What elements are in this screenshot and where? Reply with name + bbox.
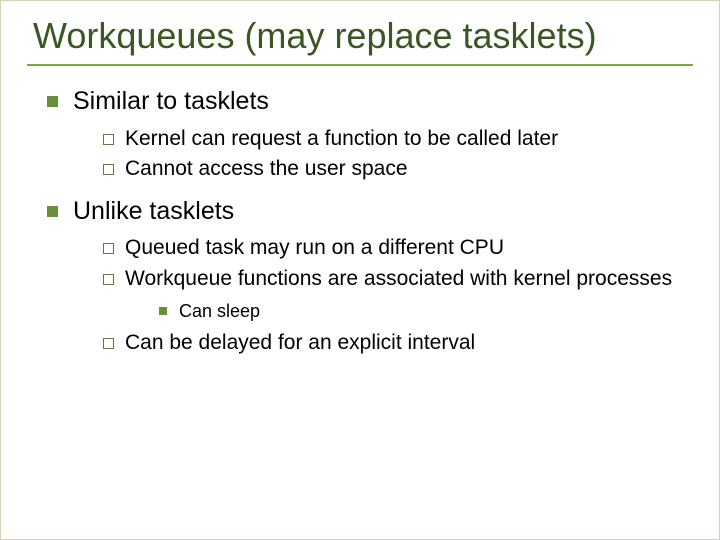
list-item: Workqueue functions are associated with …	[103, 266, 687, 323]
slide: Workqueues (may replace tasklets) Simila…	[0, 0, 720, 540]
list-item-label: Can be delayed for an explicit interval	[125, 331, 475, 354]
list-item-label: Can sleep	[179, 301, 260, 321]
bullet-list-lvl3: Can sleep	[125, 300, 687, 323]
list-item: Can sleep	[159, 300, 687, 323]
list-item-label: Similar to tasklets	[73, 87, 269, 115]
title-rule	[27, 64, 693, 66]
list-item-label: Workqueue functions are associated with …	[125, 267, 672, 290]
bullet-list-lvl2: Kernel can request a function to be call…	[73, 126, 687, 183]
bullet-list-lvl1: Similar to tasklets Kernel can request a…	[33, 86, 687, 356]
bullet-list-lvl2: Queued task may run on a different CPU W…	[73, 235, 687, 356]
list-item: Can be delayed for an explicit interval	[103, 330, 687, 356]
list-item: Queued task may run on a different CPU	[103, 235, 687, 261]
list-item-label: Kernel can request a function to be call…	[125, 127, 558, 150]
list-item: Similar to tasklets Kernel can request a…	[47, 86, 687, 182]
list-item-label: Unlike tasklets	[73, 197, 234, 225]
slide-title: Workqueues (may replace tasklets)	[33, 15, 687, 58]
list-item: Kernel can request a function to be call…	[103, 126, 687, 152]
list-item: Unlike tasklets Queued task may run on a…	[47, 196, 687, 357]
list-item-label: Queued task may run on a different CPU	[125, 236, 504, 259]
list-item: Cannot access the user space	[103, 156, 687, 182]
list-item-label: Cannot access the user space	[125, 157, 408, 180]
